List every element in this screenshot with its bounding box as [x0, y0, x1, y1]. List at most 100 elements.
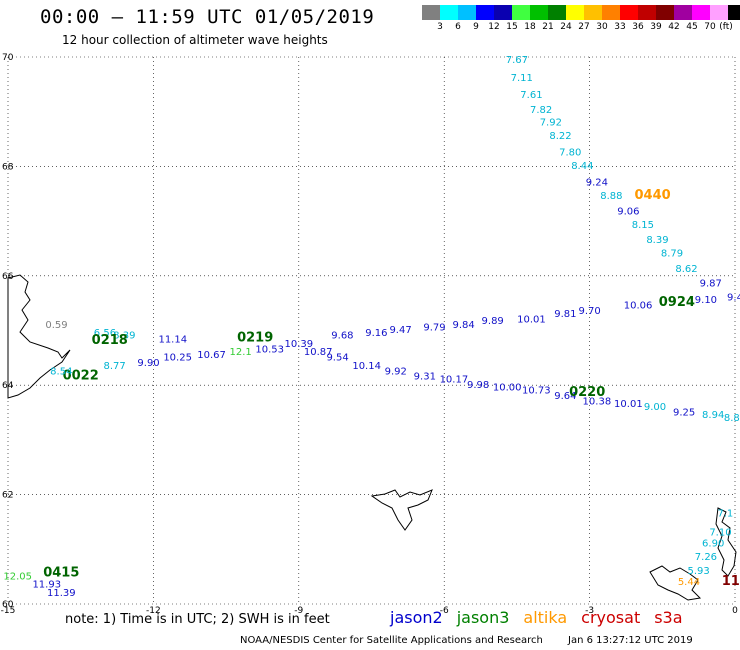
wave-height-label: 9.25 [673, 407, 695, 418]
wave-height-label: 7.92 [540, 117, 562, 128]
scale-label: 45 [686, 22, 698, 32]
scale-label: 21 [542, 22, 554, 32]
latitude-label: 66 [2, 272, 14, 282]
wave-height-label: 9.98 [467, 380, 489, 391]
wave-height-label: 8.62 [675, 264, 697, 275]
scale-label: 70 [704, 22, 716, 32]
wave-height-label: 9.54 [326, 353, 348, 364]
scale-swatch [692, 5, 710, 20]
scale-swatch [548, 5, 566, 20]
wave-height-label: 10.14 [352, 361, 381, 372]
scale-swatch [710, 5, 728, 20]
scale-swatch [530, 5, 548, 20]
wave-height-label: 5.93 [688, 566, 710, 577]
scale-label: 30 [596, 22, 608, 32]
latitude-label: 60 [2, 600, 14, 610]
wave-height-label: 11.39 [47, 588, 76, 599]
wave-height-label: 10.87 [304, 347, 333, 358]
map-subtitle: 12 hour collection of altimeter wave hei… [62, 33, 328, 47]
wave-height-label: 9.24 [586, 178, 608, 189]
wave-height-label: 10.67 [197, 350, 226, 361]
wave-height-label: 8.22 [549, 131, 571, 142]
scale-label: 12 [488, 22, 500, 32]
scale-label: 33 [614, 22, 626, 32]
scale-swatch [440, 5, 458, 20]
wave-height-label: 6.90 [702, 539, 724, 550]
wave-height-label: 9.84 [452, 320, 474, 331]
wave-height-label: 9.4 [727, 292, 740, 303]
shetland-islands [649, 565, 702, 601]
credit-line: NOAA/NESDIS Center for Satellite Applica… [240, 635, 693, 646]
satellite-cryosat: cryosat [581, 608, 641, 627]
scale-label: 27 [578, 22, 590, 32]
wave-height-label: 9.10 [695, 295, 717, 306]
latitude-label: 64 [2, 381, 14, 391]
map-title: 00:00 – 11:59 UTC 01/05/2019 [40, 6, 375, 28]
latitude-label: 70 [2, 53, 14, 63]
longitude-label: -3 [585, 606, 594, 616]
wave-height-label: 7.1 [717, 508, 733, 519]
wave-height-label: 8.77 [103, 361, 125, 372]
wave-height-label: 11.93 [32, 580, 61, 591]
scale-label: 9 [473, 22, 479, 32]
scale-label: (ft) [719, 22, 733, 32]
satellite-legend: jason2 jason3 altika cryosat s3a [390, 608, 683, 627]
wave-height-label: 8.94 [702, 410, 724, 421]
scale-label: 18 [524, 22, 536, 32]
scale-swatch [602, 5, 620, 20]
wave-height-label: 9.79 [423, 323, 445, 334]
credit-text: NOAA/NESDIS Center for Satellite Applica… [240, 635, 543, 646]
wave-height-label: 8.44 [571, 161, 593, 172]
pass-time-label: 0022 [63, 369, 99, 384]
wave-height-label: 9.64 [554, 391, 576, 402]
faroe-islands [370, 489, 433, 531]
wave-height-label: 7.11 [511, 73, 533, 84]
shetland-north [715, 507, 737, 577]
pass-time-label: 0415 [43, 566, 79, 581]
generation-timestamp: Jan 6 13:27:12 UTC 2019 [568, 635, 693, 646]
scale-label: 36 [632, 22, 644, 32]
longitude-label: -6 [440, 606, 449, 616]
scale-label: 42 [668, 22, 680, 32]
longitude-label: -15 [1, 606, 16, 616]
longitude-label: -9 [294, 606, 303, 616]
wave-height-label: 10.38 [583, 396, 612, 407]
scale-swatch [566, 5, 584, 20]
footnote: note: 1) Time is in UTC; 2) SWH is in fe… [65, 612, 330, 627]
axis-labels: 70 68 66 64 62 60-15 -12 -9 -6 -3 0 [1, 53, 738, 616]
scale-swatches [422, 5, 740, 20]
wave-height-label: 10.17 [440, 374, 469, 385]
scale-swatch [422, 5, 440, 20]
wave-height-label: 8.88 [724, 413, 740, 424]
wave-height-label: 9.00 [644, 402, 666, 413]
wave-height-label: 8.88 [600, 191, 622, 202]
satellite-jason3: jason3 [456, 608, 510, 627]
wave-height-label: 9.16 [365, 328, 387, 339]
scale-swatch [458, 5, 476, 20]
wave-height-label: 10.00 [493, 383, 522, 394]
wave-height-label: 9.92 [385, 366, 407, 377]
scale-label: 6 [455, 22, 461, 32]
pass-time-label: 1106 [722, 574, 740, 589]
wave-height-label: 9.87 [700, 279, 722, 290]
wave-height-label: 7.67 [506, 55, 528, 66]
scale-label: 15 [506, 22, 518, 32]
wave-height-label: 7.80 [559, 147, 581, 158]
wave-height-label: 10.01 [517, 314, 546, 325]
wave-height-label: 7.82 [530, 105, 552, 116]
scale-label: 39 [650, 22, 662, 32]
scale-swatch [512, 5, 530, 20]
scale-label: 3 [437, 22, 443, 32]
scale-swatch [476, 5, 494, 20]
wave-height-label: 6.56 [94, 328, 116, 339]
observation-labels: 7.67 7.11 7.61 7.827.92 8.22 7.80 8.44 9.24 8.88… [3, 55, 740, 599]
wave-height-label: 9.90 [137, 358, 159, 369]
wave-height-label: 9.47 [389, 325, 411, 336]
longitude-label: 0 [732, 606, 738, 616]
scale-swatch [494, 5, 512, 20]
latitude-label: 62 [2, 491, 13, 501]
wave-height-label: 8.79 [661, 249, 683, 260]
satellite-s3a: s3a [654, 608, 683, 627]
scale-labels: 3 6 9 12 15 18 21 24 27 30 33 36 39 42 45 70 (ft) [422, 22, 740, 36]
